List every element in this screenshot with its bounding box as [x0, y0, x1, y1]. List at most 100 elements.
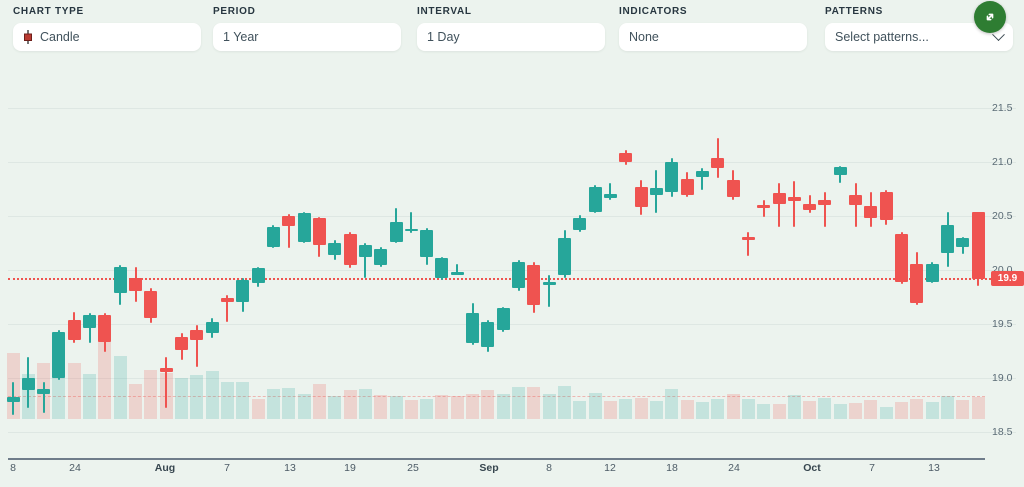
candle-body [787, 196, 801, 201]
period-control: PERIOD 1 Year [213, 6, 401, 51]
candle-body [297, 212, 311, 242]
volume-bar [542, 394, 556, 419]
candle-body [864, 206, 878, 219]
candle-body [21, 378, 35, 390]
x-axis-label: 25 [407, 462, 419, 474]
candle-body [420, 230, 434, 258]
candle-body [833, 167, 847, 175]
volume-bar [144, 370, 158, 419]
volume-bar [435, 395, 449, 419]
x-axis-label: 24 [728, 462, 740, 474]
x-axis-label: 18 [666, 462, 678, 474]
candle-body [282, 216, 296, 226]
interval-control: INTERVAL 1 Day [417, 6, 605, 51]
volume-bar [113, 356, 127, 419]
x-axis-label: 24 [69, 462, 81, 474]
candle-wick [793, 181, 796, 227]
price-gridline [8, 324, 1016, 325]
volume-bar [328, 396, 342, 419]
expand-button[interactable] [974, 1, 1006, 33]
x-axis-label: 12 [604, 462, 616, 474]
indicators-select[interactable]: None [619, 23, 807, 51]
volume-bar [496, 394, 510, 419]
period-value: 1 Year [223, 30, 259, 44]
price-gridline [8, 108, 1016, 109]
volume-bar [450, 396, 464, 419]
volume-bar [282, 388, 296, 419]
x-axis-label: 7 [224, 462, 230, 474]
candle-body [772, 193, 786, 205]
volume-bar [941, 396, 955, 419]
candle-body [404, 228, 418, 232]
candle-body [971, 211, 985, 279]
volume-bar [266, 389, 280, 419]
candle-wick [165, 357, 168, 409]
volume-bar [818, 398, 832, 419]
candle-body [925, 263, 939, 282]
y-axis-label: 18.5 [992, 426, 1013, 438]
volume-bar [98, 331, 112, 419]
toolbar: CHART TYPE Candle PERIOD 1 Year INTERVAL… [0, 0, 1024, 70]
volume-bar [741, 399, 755, 419]
chart-type-label: CHART TYPE [13, 6, 84, 17]
candle-body [37, 388, 51, 395]
current-price-line [8, 278, 991, 280]
candle-wick [548, 275, 551, 307]
candle-body [312, 218, 326, 246]
volume-bar [481, 390, 495, 419]
candle-body [236, 279, 250, 303]
candle-body [619, 153, 633, 162]
candle-body [741, 236, 755, 240]
volume-bar [680, 400, 694, 419]
volume-bar [971, 397, 985, 419]
candle-wick [42, 382, 45, 413]
volume-bar [190, 375, 204, 419]
y-axis-label: 21.0 [992, 156, 1013, 168]
candle-wick [226, 294, 229, 322]
candle-body [512, 262, 526, 289]
indicators-label: INDICATORS [619, 6, 688, 17]
candle-wick [823, 192, 826, 227]
volume-bar [910, 399, 924, 419]
candle-body [159, 368, 173, 372]
volume-bar [343, 390, 357, 419]
candle-wick [762, 199, 765, 218]
volume-bar [220, 382, 234, 419]
interval-label: INTERVAL [417, 6, 472, 17]
volume-bar [175, 378, 189, 419]
candle-wick [195, 325, 198, 368]
candle-body [695, 170, 709, 178]
volume-bar [236, 382, 250, 419]
volume-bar [879, 407, 893, 419]
expand-icon [982, 9, 998, 25]
candle-body [481, 321, 495, 347]
candle-body [83, 315, 97, 329]
candle-body [52, 331, 66, 378]
candle-wick [88, 313, 91, 344]
volume-bar [757, 404, 771, 419]
x-axis-line [8, 458, 985, 460]
candle-body [144, 290, 158, 318]
interval-select[interactable]: 1 Day [417, 23, 605, 51]
candle-wick [808, 195, 811, 213]
period-select[interactable]: 1 Year [213, 23, 401, 51]
candle-body [435, 258, 449, 278]
candle-body [603, 194, 617, 198]
candle-body [665, 162, 679, 193]
patterns-label: PATTERNS [825, 6, 884, 17]
candle-body [251, 267, 265, 283]
volume-bar [52, 371, 66, 419]
candle-body [634, 186, 648, 208]
x-axis-label: 8 [546, 462, 552, 474]
x-axis-label: 7 [869, 462, 875, 474]
candle-body [466, 313, 480, 344]
candle-body [757, 205, 771, 209]
chart-type-select[interactable]: Candle [13, 23, 201, 51]
candle-body [220, 298, 234, 303]
y-axis-label: 21.5 [992, 102, 1013, 114]
candle-body [374, 249, 388, 265]
price-gridline [8, 378, 1016, 379]
y-axis-label: 19.5 [992, 318, 1013, 330]
candle-body [588, 186, 602, 212]
